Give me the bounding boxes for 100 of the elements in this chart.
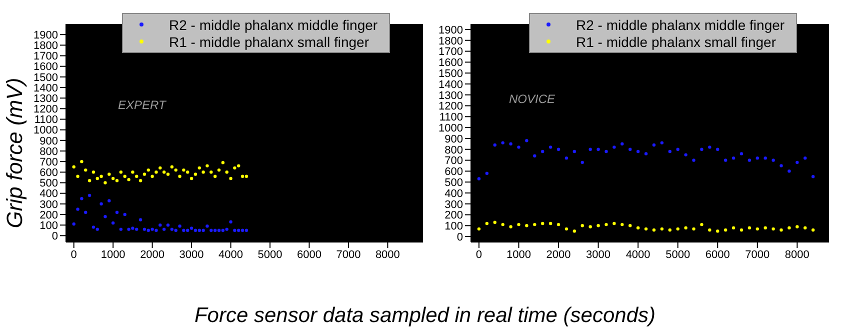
- point: [580, 224, 584, 228]
- legend-label: R2 - middle phalanx middle finger: [576, 16, 785, 32]
- point: [127, 228, 130, 231]
- y-tick-label: 300: [444, 198, 463, 211]
- y-tick-label: 500: [40, 178, 58, 190]
- point: [221, 161, 225, 164]
- y-tick-label: 500: [444, 176, 463, 189]
- y-tick-label: 1900: [34, 29, 58, 42]
- x-tick-label: 2000: [546, 248, 571, 261]
- x-tick-label: 4000: [218, 248, 244, 261]
- y-tick-label: 1700: [34, 50, 58, 63]
- y-tick-label: 100: [40, 220, 58, 232]
- point: [612, 146, 616, 149]
- point: [780, 228, 783, 232]
- x-tick-label: 0: [476, 248, 482, 261]
- y-tick-label: 1200: [34, 104, 58, 116]
- point: [237, 164, 240, 168]
- point: [644, 152, 648, 156]
- x-tick-label: 6000: [296, 248, 322, 261]
- x-tick-label: 8000: [784, 248, 810, 261]
- point: [692, 227, 696, 231]
- y-tick-label: 0: [456, 231, 463, 244]
- point: [764, 156, 767, 160]
- point: [229, 176, 232, 180]
- x-tick-label: 1000: [100, 248, 126, 261]
- point: [198, 228, 201, 232]
- point: [509, 142, 512, 146]
- point: [166, 172, 170, 176]
- point: [210, 228, 213, 232]
- point: [676, 148, 680, 151]
- point: [676, 227, 680, 231]
- y-tick-label: 900: [40, 135, 58, 148]
- point: [100, 174, 103, 178]
- point: [700, 222, 704, 226]
- y-tick-label: 1400: [34, 82, 58, 94]
- point: [162, 170, 166, 174]
- y-tick-label: 400: [40, 188, 58, 200]
- point: [588, 148, 592, 151]
- point: [92, 170, 96, 174]
- point: [244, 228, 248, 232]
- point: [119, 228, 123, 231]
- point: [477, 227, 481, 231]
- point: [108, 199, 111, 202]
- y-tick-label: 900: [444, 133, 463, 146]
- point: [225, 228, 228, 231]
- point: [525, 139, 528, 142]
- point: [724, 158, 728, 162]
- point: [748, 158, 752, 162]
- point: [748, 226, 752, 230]
- point: [772, 158, 775, 162]
- point: [206, 224, 209, 228]
- point: [194, 172, 198, 176]
- point: [162, 228, 166, 231]
- point: [178, 174, 182, 178]
- point: [158, 223, 162, 227]
- point: [202, 228, 205, 232]
- x-tick-label: 2000: [140, 248, 165, 261]
- point: [596, 224, 600, 228]
- x-tick-label: 0: [70, 248, 77, 261]
- y-tick-label: 1600: [438, 57, 463, 70]
- point: [636, 150, 640, 154]
- point: [237, 228, 240, 232]
- point: [240, 228, 244, 232]
- point: [72, 165, 76, 168]
- point: [684, 153, 688, 156]
- point: [111, 176, 115, 180]
- y-tick-label: 800: [40, 146, 58, 158]
- point: [154, 228, 158, 232]
- y-tick-label: 1300: [34, 92, 58, 105]
- point: [123, 174, 126, 178]
- point: [692, 158, 696, 162]
- point: [620, 222, 624, 226]
- y-tick-label: 1100: [439, 112, 463, 124]
- x-tick-label: 6000: [705, 248, 730, 261]
- y-tick-label: 1500: [438, 68, 463, 80]
- point: [240, 174, 244, 178]
- y-tick-label: 1600: [34, 61, 58, 74]
- y-axis-title: Grip force (mV): [2, 76, 28, 230]
- y-tick-label: 300: [40, 198, 58, 211]
- x-tick-label: 1000: [506, 248, 531, 261]
- point: [115, 179, 119, 182]
- point: [485, 172, 489, 175]
- point: [588, 225, 592, 228]
- point: [170, 228, 174, 231]
- y-tick-label: 1900: [438, 24, 463, 36]
- point: [146, 228, 150, 232]
- point: [740, 152, 744, 156]
- point: [564, 227, 568, 231]
- y-tick-label: 600: [444, 166, 463, 178]
- y-tick-label: 200: [444, 210, 463, 222]
- x-tick-label: 4000: [626, 248, 650, 261]
- y-tick-label: 800: [444, 144, 463, 156]
- y-tick-label: 700: [444, 155, 463, 168]
- annotation: NOVICE: [509, 92, 556, 106]
- point: [485, 222, 489, 226]
- point: [190, 226, 194, 230]
- point: [115, 210, 119, 214]
- y-tick-label: 1400: [438, 78, 463, 91]
- point: [572, 230, 576, 233]
- point: [732, 156, 736, 160]
